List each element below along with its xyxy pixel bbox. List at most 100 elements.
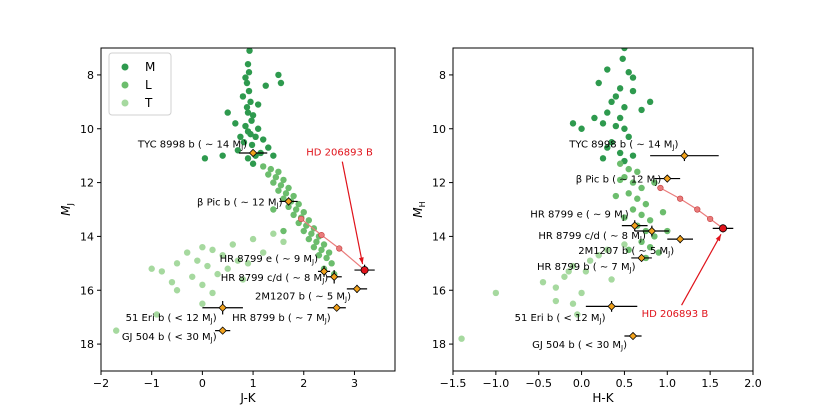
x-axis-label: J-K [239,391,256,405]
scatter-point-M [260,136,267,143]
scatter-point-M [277,79,285,87]
planet-marker [218,326,227,335]
scatter-point-T [260,249,267,256]
planet-marker [647,226,657,236]
planet-label: HR 8799 e ( ∼ 9 MJ) [220,254,319,266]
track-point [707,215,714,223]
scatter-point-T [249,235,257,243]
scatter-point-M [246,48,253,54]
x-tick-label: −1 [144,377,160,390]
y-tick-label: 10 [80,123,94,136]
scatter-point-T [608,276,615,283]
legend: MLT [108,52,172,116]
scatter-point-M [629,74,637,81]
x-tick-label: 2.0 [744,377,762,390]
scatter-point-L [308,230,315,237]
scatter-point-M [625,133,632,141]
scatter-point-T [561,273,568,280]
track-point [318,231,325,239]
track-line [300,218,365,271]
scatter-point-T [168,278,176,286]
scatter-point-L [655,249,662,256]
scatter-point-L [625,165,632,173]
scatter-point-M [242,122,249,130]
scatter-point-M [629,87,637,95]
planet-marker [630,221,639,230]
planet-marker [607,302,616,311]
scatter-point-M [621,104,628,111]
x-tick-label: −2 [93,377,109,390]
x-tick-label: −1.5 [440,377,467,390]
target-arrowhead [358,257,364,265]
x-tick-label: 3 [351,377,358,390]
scatter-point-M [244,60,252,68]
scatter-point-M [591,114,598,122]
scatter-point-L [629,206,637,213]
track-point [336,245,343,252]
planet-label: 51 Eri b ( < 12 MJ) [515,313,606,325]
scatter-point-M [608,98,615,106]
scatter-point-T [199,243,206,251]
scatter-point-L [612,192,620,200]
planet-label: TYC 8998 b ( ∼ 14 MJ) [137,140,247,152]
track-line [660,187,724,229]
planet-marker [218,303,227,312]
scatter-point-L [270,179,277,186]
scatter-point-L [290,192,297,200]
legend-marker-M [121,63,129,71]
scatter-point-L [634,168,641,176]
scatter-point-L [638,211,645,219]
scatter-point-L [318,246,325,254]
scatter-point-T [229,241,236,248]
planet-marker [680,151,689,160]
target-label: HD 206893 B [642,309,709,320]
scatter-point-M [243,104,251,111]
legend-label-T: T [144,96,153,110]
scatter-point-M [249,160,257,167]
scatter-point-L [280,227,287,235]
planet-marker [332,303,341,312]
scatter-point-L [638,184,645,192]
scatter-point-M [612,122,620,130]
target-arrow [341,161,364,265]
scatter-point-T [173,287,181,294]
scatter-point-T [204,262,211,270]
scatter-point-M [275,71,282,79]
scatter-point-M [242,74,249,81]
scatter-point-M [248,117,255,124]
scatter-point-L [300,208,307,216]
scatter-point-M [604,66,611,73]
scatter-point-L [659,208,667,216]
x-tick-label: 0.0 [573,377,591,390]
scatter-point-T [552,284,560,291]
scatter-point-M [599,155,607,162]
planet-marker [319,267,329,276]
plot-area [458,48,734,342]
scatter-point-M [625,69,632,76]
planet-label: 2M1207 b ( ∼ 5 MJ) [578,246,674,258]
scatter-point-T [183,249,191,256]
scatter-point-L [305,217,313,224]
scatter-point-T [565,268,572,275]
y-tick-label: 8 [87,69,94,82]
scatter-point-M [569,120,577,127]
scatter-point-T [113,327,120,334]
legend-box [108,52,172,116]
planet-label: HR 8799 b ( ∼ 7 MJ) [537,262,636,274]
scatter-point-L [295,200,302,208]
scatter-point-L [265,171,272,178]
y-axis-label: MH [411,201,427,217]
planet-label: HR 8799 c/d ( ∼ 8 MJ) [538,231,646,243]
scatter-point-T [234,257,242,264]
scatter-point-L [290,211,297,219]
scatter-point-L [634,195,641,202]
scatter-point-L [313,238,320,245]
scatter-point-T [595,252,602,259]
scatter-point-T [458,335,465,342]
track-point [657,184,664,192]
scatter-point-L [305,235,313,243]
scatter-point-M [646,98,654,106]
legend-label-L: L [145,78,152,92]
scatter-point-M [243,79,251,87]
scatter-point-L [275,168,282,176]
